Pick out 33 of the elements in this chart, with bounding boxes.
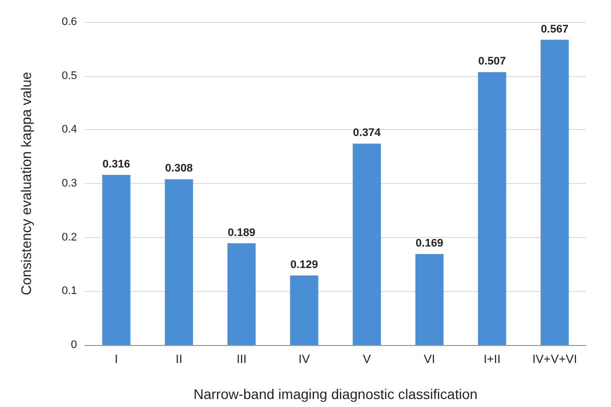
bar	[102, 174, 130, 345]
x-tick-label: VI	[424, 352, 436, 366]
x-tick-label: IV+V+VI	[532, 352, 578, 366]
x-tick-label: V	[362, 352, 371, 366]
data-label: 0.316	[102, 158, 130, 170]
bar	[540, 40, 569, 345]
data-label: 0.169	[416, 238, 444, 250]
data-label: 0.374	[353, 127, 382, 140]
data-label: 0.507	[478, 56, 506, 68]
x-tick-label: II	[176, 352, 182, 366]
y-tick-label: 0.6	[62, 16, 77, 28]
x-tick-label: IV	[298, 352, 310, 366]
y-tick-label: 0.1	[62, 285, 77, 298]
y-tick-label: 0.3	[62, 178, 77, 190]
data-label: 0.189	[228, 226, 256, 239]
y-tick-label: 0.5	[62, 70, 77, 82]
bar	[227, 243, 256, 345]
data-label: 0.308	[165, 162, 193, 175]
x-tick-label: I	[114, 352, 118, 366]
bar	[478, 72, 506, 345]
x-tick-label: I+II	[484, 352, 501, 366]
bar	[415, 254, 444, 345]
bar	[164, 179, 194, 345]
y-tick-label: 0.4	[62, 124, 77, 136]
y-axis-title: Consistency evaluation kappa value	[18, 72, 34, 296]
data-label: 0.129	[290, 259, 318, 272]
y-tick-label: 0.2	[62, 231, 77, 244]
bar	[352, 144, 381, 345]
bar	[290, 276, 318, 345]
x-axis-title: Narrow-band imaging diagnostic classification	[193, 386, 478, 402]
x-tick-label: III	[236, 352, 247, 366]
y-tick-label: 0	[70, 339, 77, 351]
data-label: 0.567	[540, 23, 568, 36]
